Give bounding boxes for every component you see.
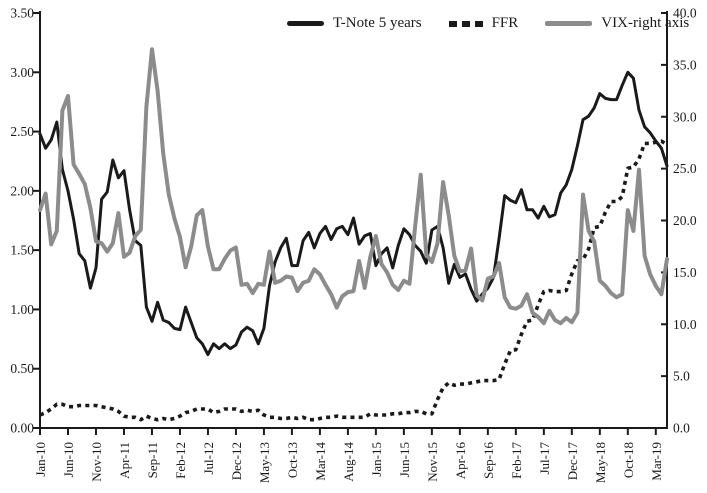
x-axis-tick-label: Mar-14 xyxy=(313,442,328,481)
legend-label-tnote: T-Note 5 years xyxy=(333,15,422,31)
x-axis-tick-label: Apr-11 xyxy=(117,442,132,479)
legend-item-ffr: FFR xyxy=(448,15,519,32)
x-axis-tick-label: Jun-15 xyxy=(397,442,412,477)
x-axis-tick-label: May-18 xyxy=(593,442,608,483)
vix-line-swatch xyxy=(545,21,593,26)
left-axis-tick-label: 0.50 xyxy=(10,361,34,376)
x-axis-tick-label: Apr-16 xyxy=(453,442,468,480)
x-axis-tick-label: Mar-19 xyxy=(649,442,664,481)
right-axis-tick-label: 20.0 xyxy=(673,213,697,228)
x-axis-tick-label: Sep-11 xyxy=(145,442,160,478)
right-axis-tick-label: 35.0 xyxy=(673,57,697,72)
ffr-line xyxy=(39,139,668,422)
x-axis-tick-label: Jun-10 xyxy=(61,442,76,477)
legend-item-tnote: T-Note 5 years xyxy=(287,15,422,32)
x-axis-tick-label: Jan-15 xyxy=(369,442,384,477)
left-axis-tick-label: 3.00 xyxy=(10,65,34,80)
x-axis-tick-label: Feb-17 xyxy=(509,442,524,479)
left-axis-tick-label: 0.00 xyxy=(10,421,34,436)
legend-label-vix: VIX-right axis xyxy=(601,15,690,31)
left-axis-tick-label: 2.00 xyxy=(10,183,34,198)
x-axis-tick-label: Sep-16 xyxy=(481,442,496,479)
x-axis-tick-label: Dec-12 xyxy=(229,442,244,480)
legend-item-vix: VIX-right axis xyxy=(545,15,689,32)
x-axis-tick-label: May-13 xyxy=(257,442,272,483)
ffr-dotted-swatch xyxy=(448,20,483,27)
x-axis-tick-label: Oct-18 xyxy=(621,442,636,478)
left-axis-tick-label: 1.50 xyxy=(10,243,34,258)
x-axis-tick-label: Jul-12 xyxy=(201,442,216,475)
right-axis-tick-label: 15.0 xyxy=(673,265,697,280)
x-axis-tick-label: Jul-17 xyxy=(537,442,552,475)
x-axis-tick-label: Dec-17 xyxy=(565,442,580,481)
vix-line xyxy=(38,47,669,326)
x-axis-tick-label: Nov-15 xyxy=(425,442,440,482)
x-axis-tick-label: Aug-14 xyxy=(341,442,356,482)
tnote-line-swatch xyxy=(287,21,324,26)
right-axis-tick-label: 5.0 xyxy=(673,369,690,384)
x-axis-tick-label: Feb-12 xyxy=(173,442,188,479)
legend: T-Note 5 years FFR VIX-right axis xyxy=(287,15,689,32)
right-axis-tick-label: 30.0 xyxy=(673,109,697,124)
right-axis-tick-label: 25.0 xyxy=(673,161,697,176)
left-axis-tick-label: 1.00 xyxy=(10,302,34,317)
legend-label-ffr: FFR xyxy=(491,15,519,31)
left-axis-tick-label: 3.50 xyxy=(10,6,34,21)
x-axis-tick-label: Oct-13 xyxy=(285,442,300,478)
x-axis-tick-label: Nov-10 xyxy=(89,442,104,482)
tnote-line xyxy=(38,70,669,356)
right-axis-tick-label: 10.0 xyxy=(673,317,697,332)
right-axis-tick-label: 40.0 xyxy=(673,6,697,21)
right-axis-tick-label: 0.0 xyxy=(673,421,690,436)
x-axis-tick-label: Jan-10 xyxy=(33,442,48,477)
left-axis-tick-label: 2.50 xyxy=(10,124,34,139)
